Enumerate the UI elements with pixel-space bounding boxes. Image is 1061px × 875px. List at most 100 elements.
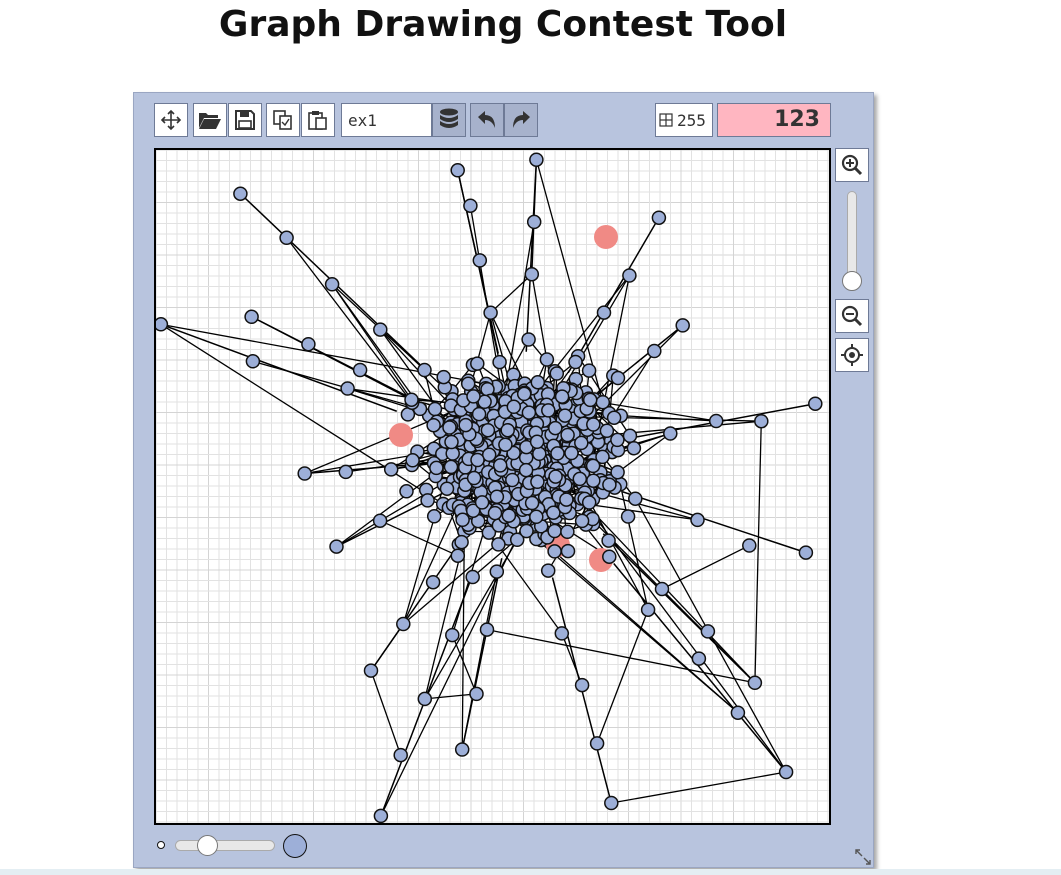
database-button[interactable] <box>432 103 466 137</box>
instance-name-input[interactable] <box>341 103 432 137</box>
graph-node[interactable] <box>445 627 460 643</box>
graph-node[interactable] <box>372 513 388 528</box>
graph-node[interactable] <box>405 453 420 468</box>
zoom-out-button[interactable] <box>835 299 869 333</box>
graph-node[interactable] <box>481 525 497 540</box>
graph-node[interactable] <box>798 545 814 560</box>
graph-node[interactable] <box>554 626 570 641</box>
graph-node[interactable] <box>301 336 316 352</box>
graph-node[interactable] <box>559 492 574 507</box>
graph-node[interactable] <box>589 736 605 751</box>
graph-node[interactable] <box>404 392 419 407</box>
graph-node[interactable] <box>474 495 490 510</box>
graph-node[interactable] <box>595 394 611 410</box>
graph-node[interactable] <box>602 477 617 492</box>
graph-node[interactable] <box>492 458 508 473</box>
graph-node[interactable] <box>466 389 481 404</box>
graph-node[interactable] <box>540 563 556 578</box>
graph-node[interactable] <box>604 795 619 811</box>
graph-node[interactable] <box>471 406 487 422</box>
graph-node[interactable] <box>465 569 480 585</box>
graph-node[interactable] <box>747 675 763 691</box>
graph-node[interactable] <box>297 466 312 481</box>
redo-button[interactable] <box>504 103 538 137</box>
graph-node[interactable] <box>663 426 678 441</box>
graph-node[interactable] <box>530 374 546 390</box>
graph-node[interactable] <box>602 549 617 564</box>
center-view-button[interactable] <box>835 338 869 372</box>
graph-node[interactable] <box>489 564 505 579</box>
graph-node[interactable] <box>546 505 561 520</box>
graph-node[interactable] <box>470 452 485 468</box>
graph-node[interactable] <box>444 434 459 450</box>
graph-node[interactable] <box>548 469 563 484</box>
graph-node[interactable] <box>586 417 601 432</box>
graph-node[interactable] <box>469 686 484 702</box>
graph-node[interactable] <box>554 389 570 404</box>
graph-node[interactable] <box>329 539 344 554</box>
graph-node[interactable] <box>541 403 556 418</box>
zoom-in-button[interactable] <box>835 148 869 182</box>
graph-node[interactable] <box>622 268 637 283</box>
graph-node[interactable] <box>524 266 540 282</box>
graph-node[interactable] <box>568 354 583 370</box>
graph-node[interactable] <box>383 462 399 477</box>
graph-node[interactable] <box>574 513 590 529</box>
graph-node[interactable] <box>436 369 451 385</box>
graph-node[interactable] <box>585 458 601 474</box>
graph-node[interactable] <box>521 405 537 420</box>
graph-node[interactable] <box>487 505 503 521</box>
graph-node[interactable] <box>463 198 478 213</box>
graph-node[interactable] <box>519 523 534 539</box>
graph-node[interactable] <box>628 491 643 506</box>
graph-node[interactable] <box>620 509 636 524</box>
graph-node[interactable] <box>596 305 612 320</box>
graph-node[interactable] <box>373 808 389 823</box>
save-button[interactable] <box>228 103 262 137</box>
graph-node[interactable] <box>470 356 485 371</box>
graph-node[interactable] <box>547 523 562 539</box>
graph-node[interactable] <box>442 420 457 435</box>
graph-node[interactable] <box>399 484 414 499</box>
graph-node[interactable] <box>700 624 716 639</box>
graph-node[interactable] <box>426 509 442 524</box>
graph-node[interactable] <box>425 574 441 590</box>
graph-node[interactable] <box>439 481 455 496</box>
graph-node[interactable] <box>481 447 497 463</box>
open-button[interactable] <box>193 103 227 137</box>
graph-node[interactable] <box>417 362 432 378</box>
graph-node[interactable] <box>489 489 505 504</box>
graph-node[interactable] <box>778 764 794 780</box>
graph-node[interactable] <box>691 651 707 666</box>
move-button[interactable] <box>154 103 188 137</box>
graph-node[interactable] <box>557 408 573 423</box>
graph-node[interactable] <box>396 616 411 632</box>
graph-node[interactable] <box>420 493 435 508</box>
graph-node[interactable] <box>754 413 769 429</box>
graph-node[interactable] <box>506 399 522 415</box>
graph-node[interactable] <box>450 163 465 178</box>
graph-node[interactable] <box>808 396 823 411</box>
graph-node[interactable] <box>529 152 544 167</box>
graph-node[interactable] <box>574 435 589 451</box>
graph-node[interactable] <box>443 459 459 475</box>
graph-node[interactable] <box>539 352 555 367</box>
graph-node[interactable] <box>500 422 515 438</box>
graph-node[interactable] <box>279 230 294 246</box>
graph-node[interactable] <box>654 581 670 597</box>
graph-node[interactable] <box>373 322 388 337</box>
graph-node[interactable] <box>460 376 476 391</box>
graph-node[interactable] <box>742 538 757 553</box>
graph-nodes[interactable] <box>156 152 823 823</box>
graph-node[interactable] <box>516 386 532 402</box>
graph-node[interactable] <box>454 742 470 757</box>
graph-node[interactable] <box>610 370 626 386</box>
graph-node[interactable] <box>483 305 498 320</box>
graph-node[interactable] <box>465 503 481 518</box>
node-size-slider-track[interactable] <box>175 840 275 851</box>
graph-node[interactable] <box>548 420 563 436</box>
graph-node[interactable] <box>532 446 547 462</box>
graph-node[interactable] <box>156 317 169 332</box>
copy-button[interactable] <box>266 103 300 137</box>
graph-node[interactable] <box>458 417 473 433</box>
